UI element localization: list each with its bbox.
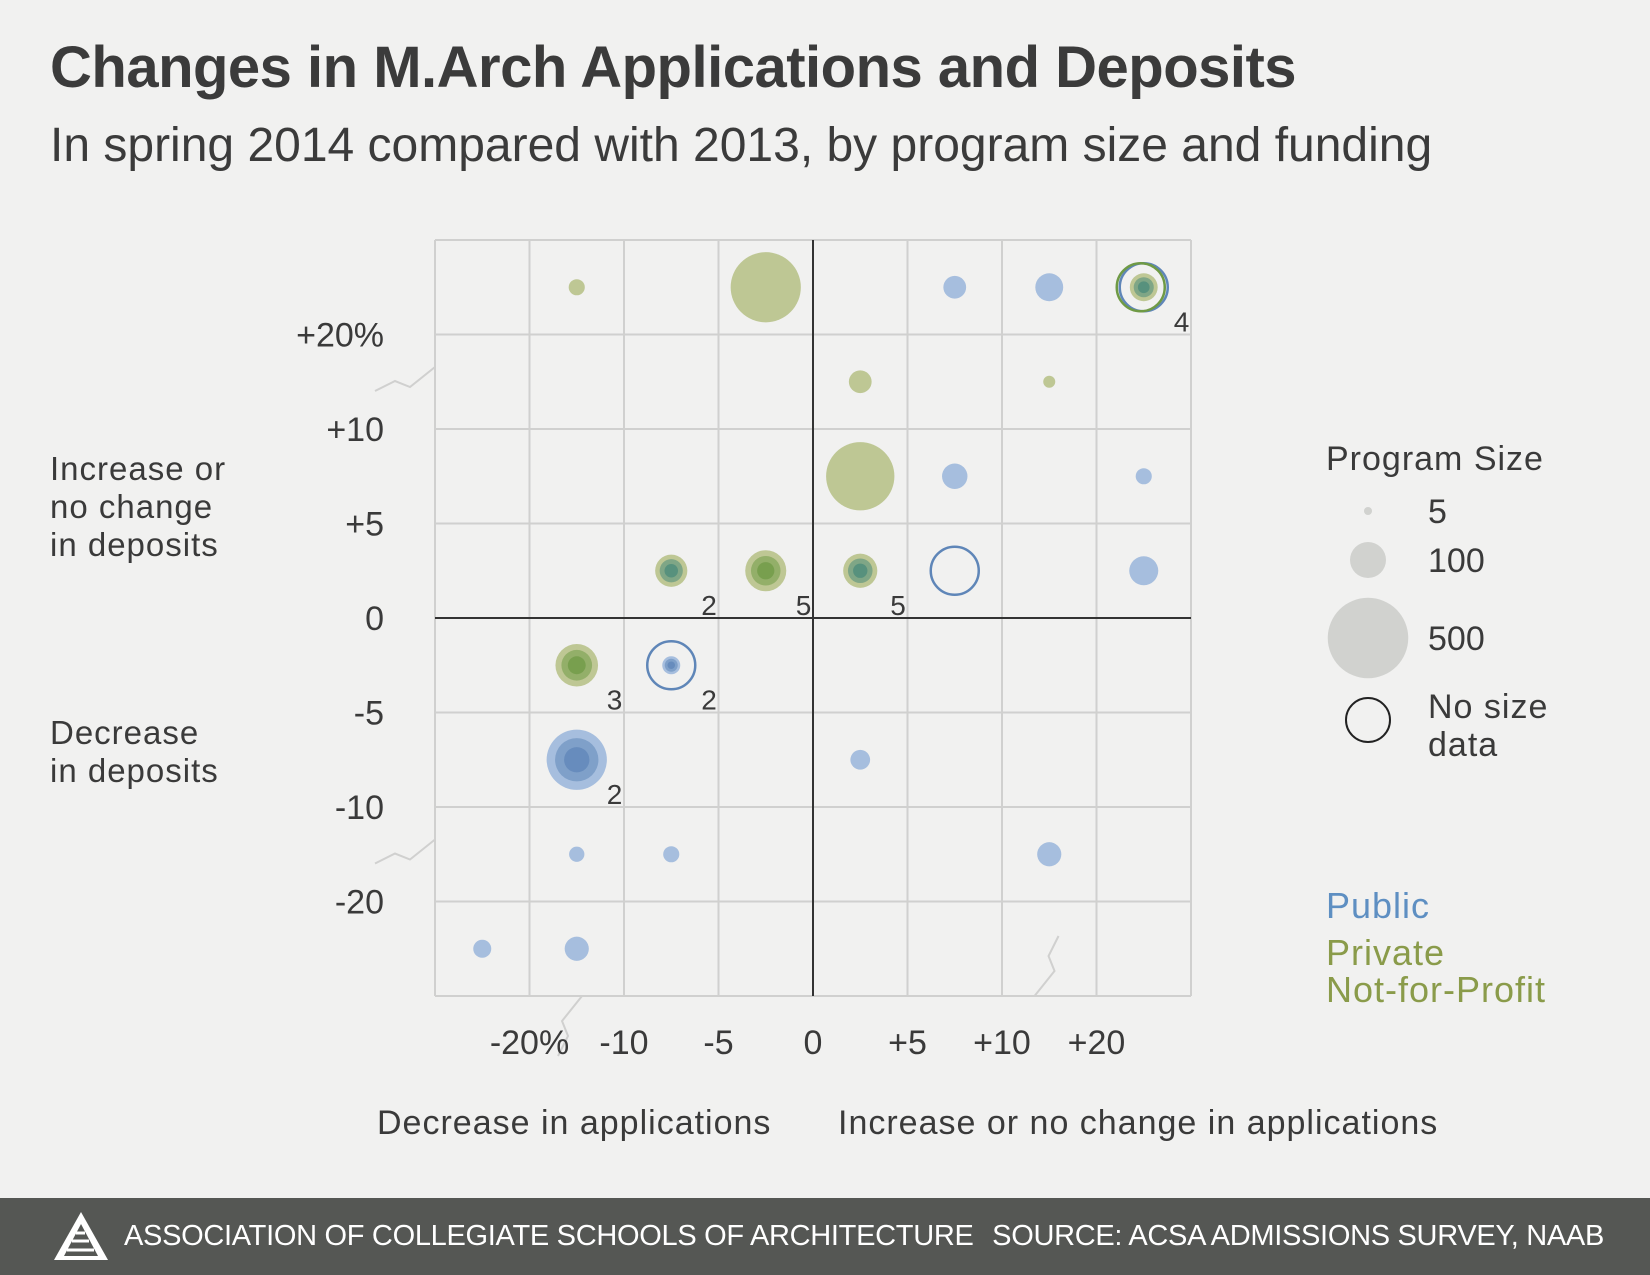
data-bubble <box>730 252 801 323</box>
y-group-label-decrease: in deposits <box>50 752 219 789</box>
data-bubble-inner <box>757 562 775 580</box>
data-bubble <box>564 936 589 961</box>
no-size-ring <box>929 545 980 596</box>
footer-organization: ASSOCIATION OF COLLEGIATE SCHOOLS OF ARC… <box>124 1220 974 1252</box>
x-tick-label: +10 <box>973 1024 1031 1062</box>
data-bubble <box>1035 273 1064 302</box>
data-bubble <box>663 846 680 863</box>
y-tick-label: +5 <box>345 506 384 544</box>
data-bubble <box>569 846 585 862</box>
data-bubble <box>826 442 895 511</box>
data-bubble-inner <box>664 563 679 578</box>
data-bubble <box>1037 842 1062 867</box>
x-axis-break-right <box>1033 935 1060 997</box>
data-bubble-inner <box>567 656 586 675</box>
data-bubble <box>942 463 968 489</box>
no-size-ring <box>646 640 697 691</box>
legend-size-bubble <box>1327 597 1409 679</box>
bubble-count-label: 3 <box>607 684 623 715</box>
bubble-count-label: 2 <box>701 684 717 715</box>
data-bubble <box>568 279 585 296</box>
x-group-label-decrease: Decrease in applications <box>377 1104 771 1142</box>
bubble-chart: -20% -10 -5 0 +5 +10 +20 +20% +10 +5 0 -5 -10 -20 Incr… <box>50 239 1548 1142</box>
legend-size-label: 100 <box>1428 542 1485 580</box>
bubble-count-label: 2 <box>607 779 623 810</box>
legend-size-label: 500 <box>1428 620 1485 658</box>
y-group-label-increase: in deposits <box>50 526 219 563</box>
data-bubble-inner <box>1137 281 1150 294</box>
legend-size-bubble <box>1350 542 1386 578</box>
legend-size-title: Program Size <box>1326 440 1544 478</box>
legend-size-label: 5 <box>1428 493 1447 531</box>
bubble-count-label: 5 <box>890 590 906 621</box>
no-size-ring <box>1115 262 1166 313</box>
data-bubble <box>473 939 492 958</box>
legend-funding-label: Not-for-Profit <box>1326 969 1546 1010</box>
y-tick-label: -10 <box>335 789 384 827</box>
legend-no-size-label: No size <box>1428 688 1548 726</box>
x-axis-break-left <box>557 995 583 1057</box>
chart-subtitle: In spring 2014 compared with 2013, by pr… <box>50 119 1433 172</box>
x-tick-label: +20 <box>1068 1024 1126 1062</box>
x-tick-label: -10 <box>599 1024 648 1062</box>
y-tick-label: -5 <box>354 695 384 733</box>
x-tick-label: 0 <box>804 1024 823 1062</box>
legend-no-size-label: data <box>1428 726 1498 764</box>
data-bubble <box>943 275 967 299</box>
legend-funding-label: Private <box>1326 932 1445 973</box>
x-tick-label: -20% <box>490 1024 569 1062</box>
x-tick-label: +5 <box>888 1024 927 1062</box>
y-group-label-increase: Increase or <box>50 450 226 487</box>
data-bubble-inner <box>853 563 868 578</box>
chart-title: Changes in M.Arch Applications and Depos… <box>50 35 1297 100</box>
data-bubble-inner <box>667 661 676 670</box>
y-tick-label: 0 <box>365 600 384 638</box>
legend-no-size-ring <box>1345 697 1391 743</box>
legend-size-bubble <box>1363 506 1373 516</box>
footer-bar: ASSOCIATION OF COLLEGIATE SCHOOLS OF ARC… <box>0 1198 1650 1275</box>
footer-source: SOURCE: ACSA ADMISSIONS SURVEY, NAAB <box>992 1220 1604 1252</box>
y-tick-label: +20% <box>296 317 384 355</box>
data-bubble-inner <box>564 747 590 773</box>
y-group-label-decrease: Decrease <box>50 714 199 751</box>
bubble-count-label: 4 <box>1174 306 1190 337</box>
x-tick-label: -5 <box>703 1024 733 1062</box>
data-bubble <box>1043 375 1056 388</box>
y-axis-break-top <box>374 366 436 392</box>
y-axis-break-bottom <box>374 838 436 865</box>
y-tick-label: +10 <box>326 411 384 449</box>
bubble-count-label: 2 <box>701 590 717 621</box>
data-bubble <box>850 749 871 770</box>
acsa-logo-icon <box>54 1212 108 1260</box>
data-bubble <box>1129 556 1159 586</box>
y-group-label-increase: no change <box>50 488 213 525</box>
bubble-count-label: 5 <box>796 590 812 621</box>
data-bubble <box>1135 468 1152 485</box>
legend-funding-label: Public <box>1326 885 1430 926</box>
data-bubble <box>848 370 872 394</box>
y-tick-label: -20 <box>335 884 384 922</box>
x-group-label-increase: Increase or no change in applications <box>838 1104 1438 1142</box>
